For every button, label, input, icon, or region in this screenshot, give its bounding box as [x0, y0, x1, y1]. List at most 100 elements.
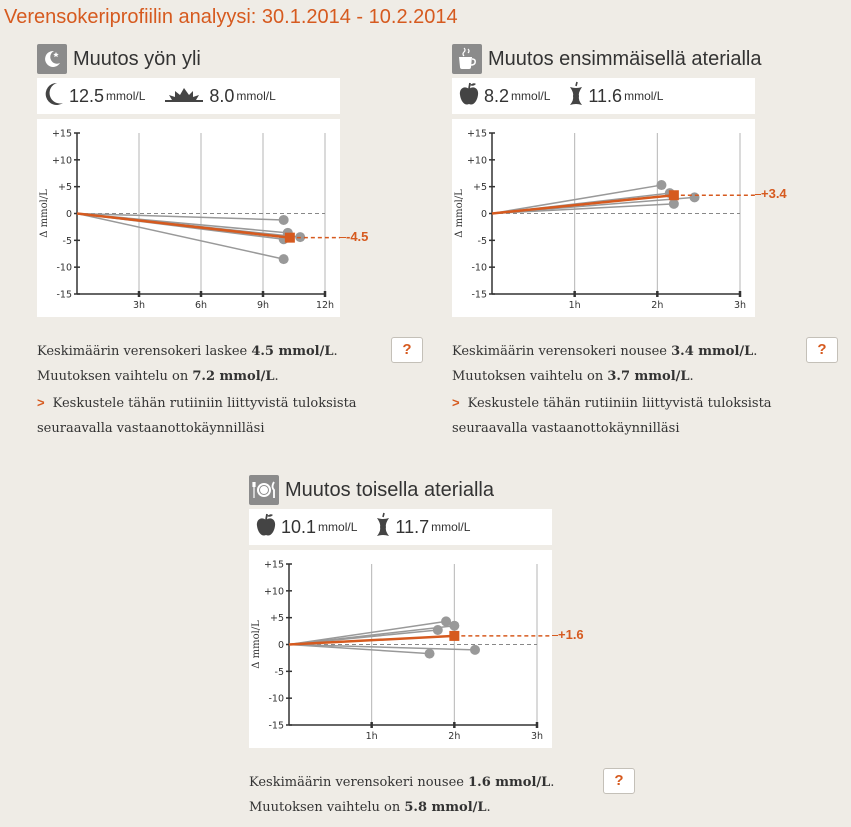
average-label: +1.6 [558, 626, 584, 642]
help-button[interactable]: ? [603, 768, 635, 794]
chart-meal1: +15 +10 +5 0 -5 -10 -15 1h 2h 3h Δ mmol/L +3.4 [452, 119, 787, 317]
series-point [449, 620, 460, 631]
series-line [288, 643, 476, 651]
series-line [288, 643, 430, 655]
average-text: Keskimäärin verensokeri laskee 4.5 mmol/… [37, 344, 338, 359]
reading-unit: mmol/L [511, 89, 551, 103]
x-tick-label: 1h [569, 300, 581, 311]
panel-title: Muutos toisella aterialla [285, 478, 494, 501]
y-axis-label: Δ mmol/L [251, 620, 262, 669]
average-line [288, 634, 455, 646]
reading-unit: mmol/L [624, 89, 664, 103]
reading-after: 11.7 mmol/L [375, 512, 470, 542]
y-axis-label: Δ mmol/L [39, 189, 50, 238]
x-tick-label: 12h [316, 300, 334, 311]
sunrise-icon [163, 84, 209, 108]
x-tick-label: 3h [133, 300, 145, 311]
reading-value: 10.1 [281, 516, 317, 537]
series-line [288, 620, 447, 646]
y-tick-label: -15 [268, 721, 284, 732]
apple-icon [255, 512, 281, 542]
panel-meal2: Muutos toisella aterialla 10.1 mmol/L 11… [249, 475, 584, 748]
discuss-link-meal1[interactable]: > Keskustele tähän rutiiniin liittyvistä … [452, 395, 772, 436]
y-tick-label: 0 [278, 640, 284, 651]
average-point [284, 232, 295, 243]
reading-before: 12.5 mmol/L [43, 81, 145, 111]
reading-unit: mmol/L [236, 89, 276, 103]
x-tick-label: 2h [651, 300, 663, 311]
reading-before: 8.2 mmol/L [458, 81, 550, 111]
series-point [278, 214, 289, 225]
summary-meal1: Keskimäärin verensokeri nousee 3.4 mmol/… [452, 337, 842, 389]
reading-before: 10.1 mmol/L [255, 512, 357, 542]
x-tick-label: 3h [531, 731, 543, 742]
x-tick-label: 6h [195, 300, 207, 311]
y-tick-label: +15 [52, 129, 72, 140]
apple-icon [458, 81, 484, 111]
panel-title: Muutos ensimmäisellä aterialla [488, 47, 762, 70]
panel-night: Muutos yön yli 12.5 mmol/L 8.0 mmol/L +1… [37, 44, 368, 317]
y-tick-label: +15 [264, 560, 284, 571]
variation-text: Muutoksen vaihtelu on 7.2 mmol/L. [37, 369, 279, 384]
reading-value: 11.6 [588, 85, 623, 106]
average-label: +3.4 [761, 186, 787, 202]
summary-night: Keskimäärin verensokeri laskee 4.5 mmol/… [37, 337, 427, 389]
average-text: Keskimäärin verensokeri nousee 3.4 mmol/… [452, 344, 758, 359]
average-line [76, 212, 291, 239]
help-button[interactable]: ? [806, 337, 838, 363]
moon-star-icon [37, 44, 67, 74]
apple-core-icon [568, 81, 588, 111]
series-point [668, 198, 679, 209]
reading-unit: mmol/L [318, 520, 358, 534]
summary-meal2: Keskimäärin verensokeri nousee 1.6 mmol/… [249, 768, 639, 820]
moon-icon [43, 81, 69, 111]
x-tick-label: 1h [366, 731, 378, 742]
chevron-right-icon: > [37, 395, 45, 410]
average-dash-ext [340, 236, 346, 238]
cup-icon [452, 44, 482, 74]
panel-meal1: Muutos ensimmäisellä aterialla 8.2 mmol/… [452, 44, 787, 317]
y-tick-label: -10 [56, 263, 72, 274]
x-tick-label: 3h [734, 300, 746, 311]
readings-bar: 10.1 mmol/L 11.7 mmol/L [249, 509, 552, 545]
y-axis-label: Δ mmol/L [454, 189, 465, 238]
apple-core-icon [375, 512, 395, 542]
y-tick-label: +10 [264, 586, 284, 597]
reading-value: 11.7 [395, 516, 430, 537]
series-line [491, 203, 674, 215]
average-label: -4.5 [346, 228, 369, 244]
y-tick-label: +10 [467, 155, 487, 166]
y-tick-label: -15 [56, 290, 72, 301]
panel-header: Muutos yön yli [37, 44, 342, 74]
average-point [449, 630, 460, 641]
average-point [668, 190, 679, 201]
x-tick-label: 2h [448, 731, 460, 742]
y-tick-label: -5 [275, 667, 284, 678]
y-tick-label: +15 [467, 129, 487, 140]
help-button[interactable]: ? [391, 337, 423, 363]
panel-title: Muutos yön yli [73, 47, 201, 70]
discuss-link-night[interactable]: > Keskustele tähän rutiiniin liittyvistä … [37, 395, 357, 436]
y-tick-label: -15 [471, 290, 487, 301]
y-tick-label: -10 [471, 263, 487, 274]
y-tick-label: -5 [478, 236, 487, 247]
reading-value: 8.0 [209, 85, 235, 106]
average-dash-ext [552, 634, 558, 636]
y-tick-label: -5 [63, 236, 72, 247]
chart-night: +15 +10 +5 0 -5 -10 -15 3h 6h 9h 12h Δ mmol/L -4.5 [37, 119, 368, 317]
chart-night-svg: +15 +10 +5 0 -5 -10 -15 3h 6h 9h 12h Δ mmol/L [39, 129, 340, 311]
series-point [278, 254, 289, 265]
panel-header: Muutos toisella aterialla [249, 475, 554, 505]
chart-meal2-svg: +15 +10 +5 0 -5 -10 -15 1h 2h 3h Δ mmol/L [251, 560, 552, 742]
series-line [76, 212, 284, 221]
series-point [689, 192, 700, 203]
chevron-right-icon: > [452, 395, 460, 410]
reading-unit: mmol/L [431, 520, 471, 534]
variation-text: Muutoksen vaihtelu on 3.7 mmol/L. [452, 369, 694, 384]
y-tick-label: +10 [52, 155, 72, 166]
plate-cutlery-icon [249, 475, 279, 505]
reading-value: 12.5 [69, 85, 105, 106]
series-point [441, 616, 452, 627]
series-line [76, 212, 284, 260]
y-tick-label: -10 [268, 694, 284, 705]
